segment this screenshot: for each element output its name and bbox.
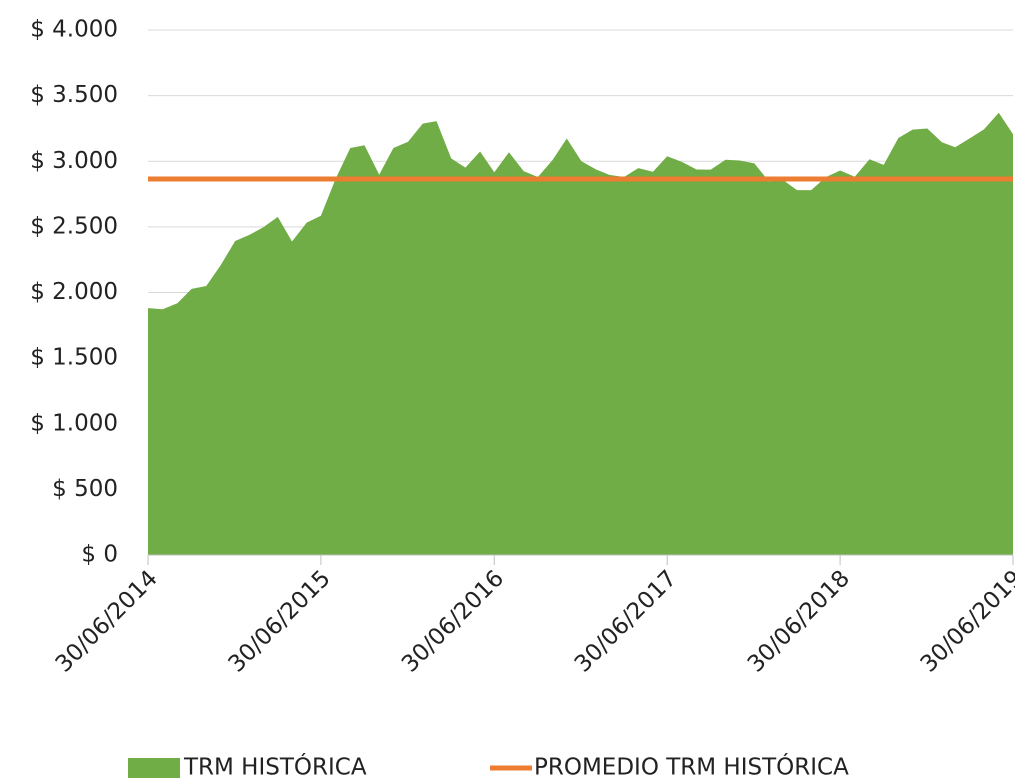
y-tick-label: $ 4.000 — [30, 17, 118, 43]
y-tick-label: $ 3.000 — [30, 148, 118, 174]
y-tick-label: $ 1.000 — [30, 410, 118, 436]
legend-swatch — [128, 758, 180, 778]
x-tick-label: 30/06/2015 — [224, 565, 336, 677]
area — [148, 112, 1013, 555]
y-tick-label: $ 500 — [52, 476, 118, 502]
y-tick-label: $ 3.500 — [30, 82, 118, 108]
legend-label: TRM HISTÓRICA — [183, 753, 367, 781]
y-tick-label: $ 0 — [81, 542, 118, 568]
y-tick-label: $ 1.500 — [30, 345, 118, 371]
x-tick-label: 30/06/2017 — [570, 565, 682, 677]
x-tick-label: 30/06/2016 — [397, 565, 509, 677]
x-tick-label: 30/06/2014 — [51, 565, 163, 677]
legend-label: PROMEDIO TRM HISTÓRICA — [534, 753, 849, 781]
x-tick-label: 30/06/2019 — [916, 565, 1015, 677]
x-tick-label: 30/06/2018 — [743, 565, 855, 677]
y-tick-label: $ 2.500 — [30, 213, 118, 239]
y-tick-label: $ 2.000 — [30, 279, 118, 305]
